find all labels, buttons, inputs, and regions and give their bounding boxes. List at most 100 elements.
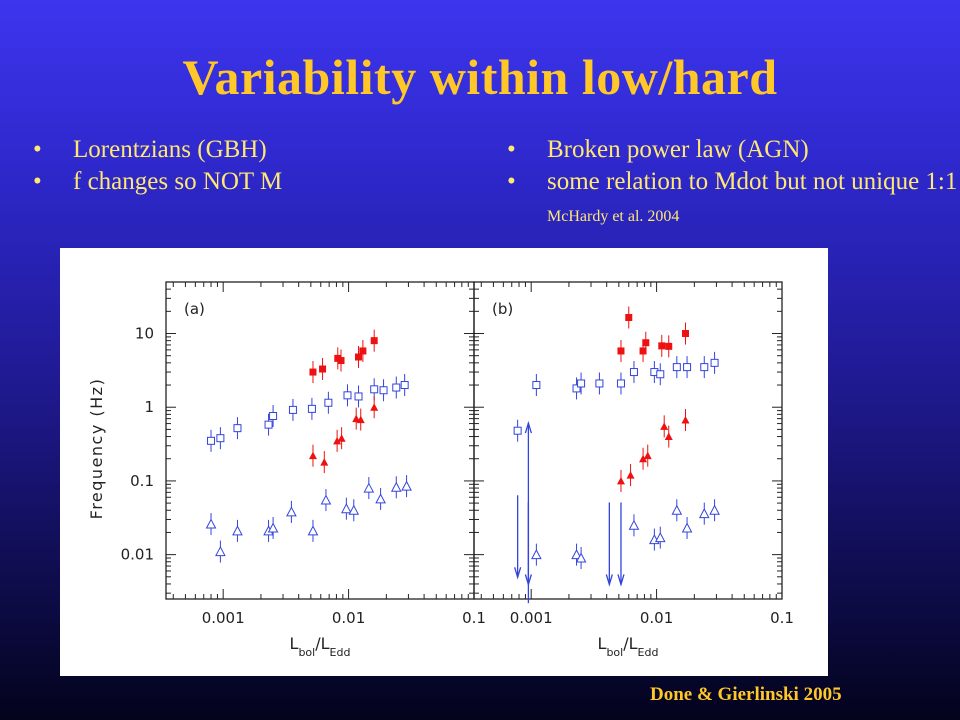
data-point — [700, 356, 709, 379]
data-point — [352, 407, 361, 430]
data-point — [264, 413, 273, 436]
data-point — [269, 405, 278, 428]
arrow-head — [514, 567, 522, 580]
data-point — [400, 374, 409, 397]
marker-shape — [616, 379, 625, 388]
data-point — [617, 339, 625, 362]
marker-shape — [660, 422, 669, 430]
bullet-f-changes: f changes so NOT M — [33, 166, 282, 198]
marker-shape — [267, 522, 279, 533]
marker-shape — [709, 504, 720, 515]
data-point — [233, 417, 242, 440]
x-tick-label: 0.01 — [332, 609, 365, 627]
bullet-broken-power-law: Broken power law (AGN) — [507, 134, 960, 166]
marker-shape — [343, 391, 352, 400]
marker-shape — [320, 458, 329, 466]
marker-shape — [400, 381, 409, 390]
data-point — [513, 419, 522, 442]
marker-shape — [337, 434, 346, 442]
marker-shape — [370, 337, 378, 345]
x-axis-label: Lbol/LEdd — [290, 634, 351, 659]
data-point — [354, 385, 363, 408]
data-point — [672, 356, 681, 379]
marker-shape — [232, 525, 243, 536]
marker-shape — [390, 481, 402, 492]
data-point — [308, 444, 317, 467]
marker-shape — [643, 451, 652, 460]
data-point — [348, 499, 360, 522]
data-point — [392, 376, 401, 399]
marker-shape — [307, 404, 316, 413]
marker-shape — [683, 363, 692, 372]
marker-shape — [639, 347, 647, 355]
bullet-mdot-text: some relation to Mdot but not unique 1:1 — [547, 168, 958, 195]
bullet-mdot-relation: some relation to Mdot but not unique 1:1… — [507, 166, 960, 233]
left-bullet-list: Lorentzians (GBH) f changes so NOT M — [33, 134, 282, 198]
marker-shape — [642, 339, 650, 347]
marker-shape — [286, 506, 297, 517]
marker-shape — [681, 522, 693, 533]
marker-shape — [207, 436, 216, 445]
data-point — [595, 372, 604, 395]
marker-shape — [379, 386, 388, 395]
y-tick-label: 0.01 — [121, 546, 154, 564]
marker-shape — [571, 549, 582, 560]
data-point — [656, 363, 665, 386]
marker-shape — [626, 471, 635, 479]
marker-shape — [392, 383, 401, 392]
right-bullet-list: Broken power law (AGN) some relation to … — [507, 134, 960, 233]
data-point — [232, 519, 243, 542]
arrow-head — [605, 574, 613, 587]
data-point — [370, 329, 378, 352]
marker-shape — [337, 357, 345, 365]
marker-shape — [639, 454, 648, 463]
data-point — [709, 499, 720, 522]
data-point — [671, 499, 683, 522]
marker-shape — [205, 518, 217, 529]
marker-shape — [665, 342, 673, 350]
data-point — [710, 351, 719, 374]
marker-shape — [363, 482, 375, 493]
lower-limit-arrow — [524, 420, 533, 604]
data-point — [681, 409, 690, 432]
marker-shape — [572, 384, 581, 393]
marker-shape — [370, 403, 379, 411]
marker-shape — [681, 416, 690, 424]
marker-shape — [658, 342, 666, 350]
data-point — [401, 475, 412, 498]
data-point — [658, 334, 666, 357]
marker-shape — [532, 381, 541, 390]
marker-shape — [628, 519, 640, 530]
marker-shape — [341, 503, 352, 514]
data-point — [356, 408, 365, 431]
x-tick-label: 0.001 — [202, 609, 245, 627]
data-point — [642, 331, 650, 354]
marker-shape — [288, 405, 297, 414]
data-point — [654, 526, 666, 549]
marker-shape — [710, 358, 719, 367]
marker-shape — [671, 504, 683, 515]
chart-panel-b: 0.001 0.01 0.1 Lbol/LEdd (b) — [473, 281, 794, 659]
marker-shape — [355, 353, 363, 361]
marker-shape — [681, 330, 689, 338]
marker-shape — [348, 504, 360, 515]
data-point — [532, 374, 541, 397]
data-point — [288, 398, 297, 421]
marker-shape — [617, 347, 625, 355]
data-point — [683, 356, 692, 379]
marker-shape — [700, 363, 709, 372]
x-axis-label: Lbol/LEdd — [598, 634, 659, 659]
bullet-lorentzians: Lorentzians (GBH) — [33, 134, 282, 166]
data-point — [215, 540, 226, 563]
data-point — [665, 335, 673, 358]
scatter-figure-svg: 0.001 0.01 0.1 0.01 0.1 1 10 Frequency (Hz) Lbol… — [87, 281, 794, 659]
data-point — [628, 514, 640, 537]
y-axis-label: Frequency (Hz) — [87, 378, 106, 520]
upper-limit-arrow — [617, 502, 625, 587]
marker-shape — [333, 436, 342, 445]
data-point — [320, 451, 329, 474]
data-point — [626, 464, 635, 487]
data-point — [616, 372, 625, 395]
marker-shape — [215, 546, 226, 557]
data-point — [390, 476, 402, 499]
